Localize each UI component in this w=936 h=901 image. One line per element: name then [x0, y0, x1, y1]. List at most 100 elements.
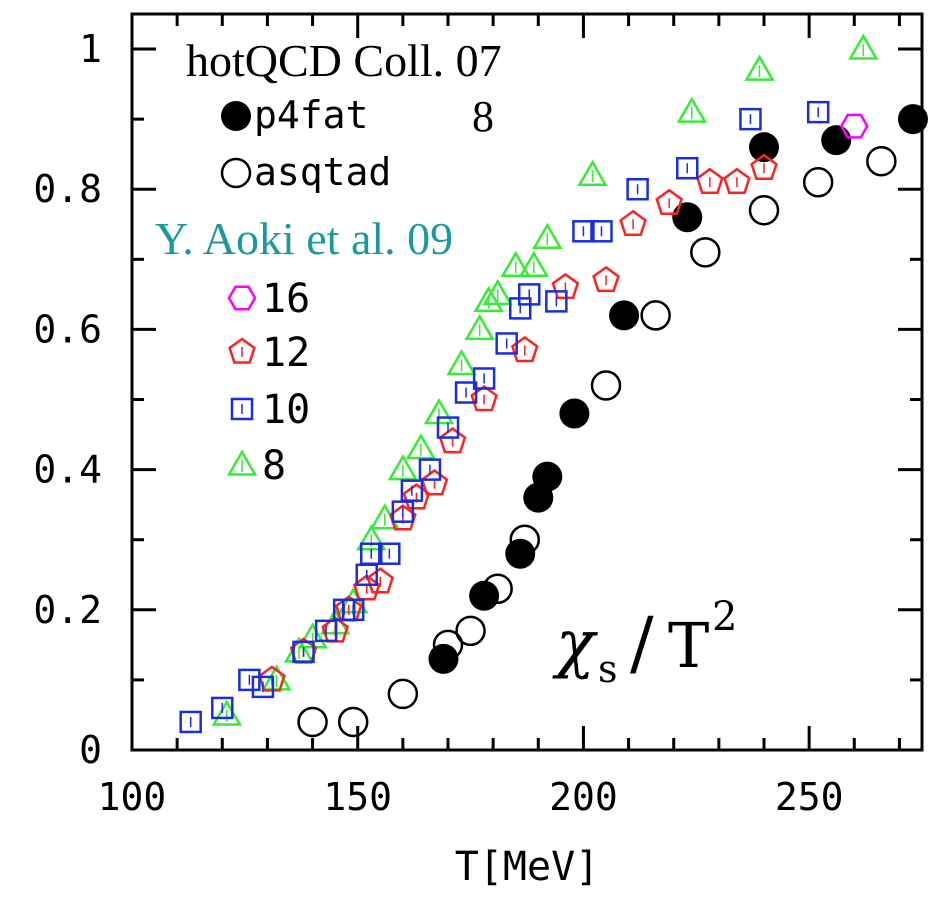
data-point-8 [848, 33, 879, 60]
legend-marker-10 [230, 397, 254, 421]
data-point-asqtad [802, 166, 834, 198]
data-point-10 [739, 107, 762, 131]
annotation-layer: χ s / T 2 [552, 594, 737, 691]
data-point-8 [518, 250, 549, 278]
marker-shape [238, 668, 261, 692]
legend-marker-12 [228, 337, 256, 364]
x-tick-label: 150 [323, 775, 392, 819]
marker-shape [366, 567, 395, 594]
data-point-10 [590, 220, 613, 243]
marker-shape [590, 220, 613, 243]
data-point-10 [360, 542, 383, 565]
marker-shape [590, 370, 622, 401]
marker-shape [226, 449, 258, 476]
annotation-slash: / [630, 602, 654, 684]
marker-shape [251, 675, 275, 699]
marker-shape [230, 397, 254, 421]
data-point-10 [400, 479, 424, 502]
x-tick-label: 200 [549, 775, 618, 819]
marker-shape [806, 100, 830, 124]
marker-shape [577, 159, 608, 186]
y-tick-label: 0 [79, 728, 102, 772]
legend-label-12: 12 [262, 330, 310, 376]
marker-shape [495, 332, 518, 355]
marker-shape [723, 167, 751, 194]
marker-shape [696, 167, 724, 194]
data-point-10 [418, 458, 442, 481]
data-point-8 [464, 313, 495, 341]
marker-shape [505, 538, 536, 569]
marker-shape [378, 542, 401, 565]
data-point-p4fat [469, 580, 500, 611]
data-point-10 [472, 367, 496, 390]
data-point-12 [619, 209, 647, 237]
marker-shape [518, 250, 549, 278]
data-point-8 [482, 278, 513, 306]
legend-label-asqtad: asqtad [254, 150, 391, 194]
marker-shape [748, 195, 780, 226]
marker-shape [360, 542, 383, 565]
marker-shape [314, 619, 338, 643]
legend-marker-asqtad [220, 157, 252, 189]
marker-shape [227, 285, 257, 311]
data-point-12 [696, 167, 724, 194]
legend-marker-8 [226, 449, 258, 476]
data-point-8 [577, 159, 608, 186]
marker-shape [228, 337, 256, 364]
y-tick-label: 0.2 [33, 588, 102, 632]
data-point-10 [545, 290, 568, 313]
marker-shape [179, 710, 202, 734]
data-point-10 [292, 640, 315, 664]
marker-shape [341, 598, 365, 622]
marker-shape [619, 209, 647, 237]
marker-shape [655, 188, 684, 216]
marker-shape [821, 125, 852, 156]
marker-shape [292, 640, 315, 664]
marker-shape [446, 348, 477, 376]
marker-shape [469, 580, 500, 611]
data-point-10 [211, 696, 234, 720]
marker-shape [436, 416, 460, 439]
data-point-10 [454, 381, 478, 404]
marker-shape [676, 96, 707, 123]
data-layer [179, 33, 928, 738]
marker-shape [532, 222, 563, 250]
data-point-8 [744, 54, 775, 81]
marker-shape [500, 250, 531, 278]
marker-shape [572, 220, 595, 243]
marker-shape [839, 113, 869, 139]
y-tick-label: 0.4 [33, 448, 102, 492]
x-axis-label: T[MeV] [455, 844, 600, 890]
marker-shape [802, 166, 834, 198]
legend-heading-aoki: Y. Aoki et al. 09 [155, 213, 453, 264]
data-point-asqtad [337, 706, 369, 738]
annotation-subscript: s [598, 647, 618, 691]
data-point-p4fat [428, 643, 459, 674]
series-p4fat [428, 104, 928, 674]
data-point-12 [750, 153, 778, 180]
data-point-asqtad [748, 195, 780, 226]
data-point-16 [839, 113, 869, 139]
data-point-8 [446, 348, 477, 376]
series-10 [179, 100, 830, 734]
data-point-asqtad [590, 370, 622, 401]
marker-shape [297, 706, 328, 738]
marker-shape [518, 283, 541, 306]
data-point-12 [592, 265, 620, 293]
data-point-8 [500, 250, 531, 278]
marker-shape [739, 107, 762, 131]
marker-shape [438, 427, 467, 454]
marker-shape [672, 202, 703, 233]
marker-shape [387, 678, 419, 710]
y-tick-label: 0.6 [33, 307, 102, 351]
data-point-8 [387, 454, 418, 481]
data-point-12 [366, 567, 395, 594]
y-tick-label: 1 [79, 27, 102, 71]
legend-note: 8 [472, 92, 494, 141]
annotation-chi: χ [552, 607, 598, 681]
annotation-base: T [668, 609, 709, 682]
legend-marker-p4fat [221, 101, 251, 131]
marker-shape [749, 132, 779, 163]
